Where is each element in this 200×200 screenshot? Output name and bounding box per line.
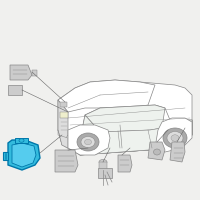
Ellipse shape bbox=[81, 136, 95, 148]
Ellipse shape bbox=[171, 135, 179, 141]
Polygon shape bbox=[8, 85, 22, 95]
Polygon shape bbox=[10, 65, 32, 80]
Ellipse shape bbox=[77, 133, 99, 151]
Polygon shape bbox=[80, 105, 175, 155]
Bar bbox=[32, 70, 37, 76]
Polygon shape bbox=[58, 100, 68, 145]
Polygon shape bbox=[12, 143, 36, 167]
Ellipse shape bbox=[163, 128, 187, 148]
Polygon shape bbox=[170, 120, 192, 148]
Polygon shape bbox=[55, 150, 78, 172]
Polygon shape bbox=[170, 142, 185, 162]
Polygon shape bbox=[58, 80, 155, 112]
Ellipse shape bbox=[154, 149, 160, 155]
Polygon shape bbox=[155, 118, 192, 152]
Polygon shape bbox=[58, 130, 68, 148]
Ellipse shape bbox=[167, 132, 183, 144]
Polygon shape bbox=[98, 168, 112, 178]
Polygon shape bbox=[118, 155, 132, 172]
Polygon shape bbox=[15, 138, 28, 143]
Polygon shape bbox=[58, 80, 192, 155]
Polygon shape bbox=[85, 105, 165, 132]
Bar bbox=[60, 112, 68, 118]
Polygon shape bbox=[58, 115, 192, 155]
Polygon shape bbox=[170, 120, 192, 148]
Polygon shape bbox=[8, 140, 40, 170]
Bar bbox=[99, 162, 107, 170]
Ellipse shape bbox=[84, 139, 92, 145]
Bar bbox=[60, 102, 67, 107]
Polygon shape bbox=[3, 152, 8, 160]
Polygon shape bbox=[80, 120, 175, 155]
Polygon shape bbox=[68, 125, 110, 155]
Polygon shape bbox=[82, 115, 100, 132]
Polygon shape bbox=[148, 142, 165, 160]
Ellipse shape bbox=[99, 160, 107, 164]
Ellipse shape bbox=[19, 139, 24, 142]
